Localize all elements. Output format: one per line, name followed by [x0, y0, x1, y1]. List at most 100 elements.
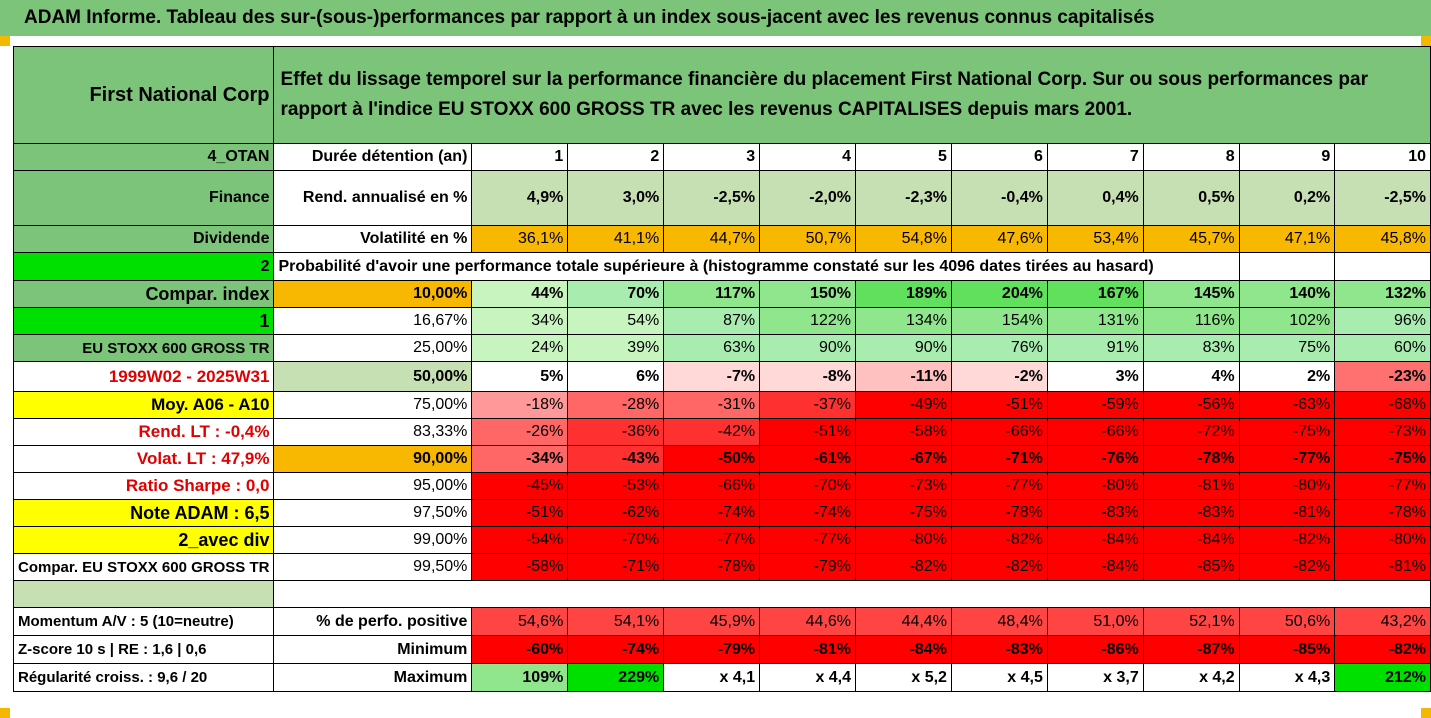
quantile-value: -58%: [471, 553, 569, 581]
quantile-value: -66%: [950, 418, 1048, 446]
volatility-value: 41,1%: [567, 225, 665, 253]
quantile-value: -42%: [663, 418, 761, 446]
quantile-value: 5%: [471, 361, 569, 392]
duration-header: 10: [1334, 143, 1431, 171]
quantile-value: -82%: [950, 526, 1048, 554]
quantile-value: -72%: [1142, 418, 1240, 446]
stat-value: x 4,1: [663, 663, 761, 692]
quantile-value: -77%: [1238, 445, 1336, 473]
quantile-value: -71%: [950, 445, 1048, 473]
quantile-value: -50%: [663, 445, 761, 473]
quantile-value: -66%: [663, 472, 761, 500]
stat-value: 48,4%: [950, 607, 1048, 636]
quantile-value: -84%: [1046, 553, 1144, 581]
quantile-value: -70%: [567, 526, 665, 554]
volatility-value: 50,7%: [759, 225, 857, 253]
quantile-percent: 50,00%: [273, 361, 473, 392]
spacer-cell: [12, 580, 275, 608]
empty-cell: [1238, 252, 1336, 281]
quantile-value: -78%: [663, 553, 761, 581]
quantile-value: -75%: [1238, 418, 1336, 446]
rend-value: -2,0%: [759, 170, 857, 226]
quantile-value: 63%: [663, 334, 761, 362]
volatility-value: 54,8%: [855, 225, 952, 253]
quantile-value: -81%: [1238, 499, 1336, 527]
quantile-value: 60%: [1334, 334, 1431, 362]
quantile-value: 122%: [759, 307, 857, 335]
quantile-value: -84%: [1046, 526, 1144, 554]
quantile-value: -78%: [1142, 445, 1240, 473]
stat-value: 54,1%: [567, 607, 665, 636]
quantile-value: -61%: [759, 445, 857, 473]
quantile-value: -36%: [567, 418, 665, 446]
table-description: Effet du lissage temporel sur la perform…: [273, 46, 1431, 144]
quantile-value: 90%: [855, 334, 952, 362]
quantile-value: 76%: [950, 334, 1048, 362]
quantile-value: -59%: [1046, 391, 1144, 419]
row-label: Volatilité en %: [273, 225, 473, 253]
row-label: Durée détention (an): [273, 143, 473, 171]
volatility-value: 36,1%: [471, 225, 569, 253]
quantile-value: -74%: [759, 499, 857, 527]
stat-value: -82%: [1334, 635, 1431, 664]
quantile-value: 6%: [567, 361, 665, 392]
quantile-value: 134%: [855, 307, 952, 335]
quantile-value: -34%: [471, 445, 569, 473]
quantile-value: -73%: [855, 472, 952, 500]
quantile-value: -56%: [1142, 391, 1240, 419]
stat-value: x 5,2: [855, 663, 952, 692]
quantile-value: -31%: [663, 391, 761, 419]
quantile-value: -51%: [471, 499, 569, 527]
stat-value: 212%: [1334, 663, 1431, 692]
stat-value: 44,6%: [759, 607, 857, 636]
duration-header: 9: [1238, 143, 1336, 171]
probability-caption: Probabilité d'avoir une performance tota…: [273, 252, 1240, 281]
spacer-cell: [273, 580, 1431, 608]
quantile-value: -80%: [1238, 472, 1336, 500]
quantile-side-label: Note ADAM : 6,5: [12, 499, 275, 527]
quantile-percent: 90,00%: [273, 445, 473, 473]
quantile-value: -76%: [1046, 445, 1144, 473]
stat-value: x 4,4: [759, 663, 857, 692]
rend-value: 0,5%: [1142, 170, 1240, 226]
empty-cell: [1334, 252, 1431, 281]
row-side-label: 4_OTAN: [12, 143, 275, 171]
stat-value: -83%: [950, 635, 1048, 664]
performance-table: First National Corp Effet du lissage tem…: [12, 46, 1431, 692]
quantile-value: -54%: [471, 526, 569, 554]
stat-value: x 4,2: [1142, 663, 1240, 692]
report-title: ADAM Informe. Tableau des sur-(sous-)per…: [24, 7, 1155, 28]
stat-value: 43,2%: [1334, 607, 1431, 636]
quantile-side-label: Rend. LT : -0,4%: [12, 418, 275, 446]
stat-value: 51,0%: [1046, 607, 1144, 636]
quantile-value: -43%: [567, 445, 665, 473]
quantile-value: -78%: [1334, 499, 1431, 527]
quantile-value: 204%: [950, 280, 1048, 308]
quantile-value: -74%: [663, 499, 761, 527]
quantile-value: -67%: [855, 445, 952, 473]
stat-value: 54,6%: [471, 607, 569, 636]
quantile-value: -70%: [759, 472, 857, 500]
quantile-value: -2%: [950, 361, 1048, 392]
stat-value: 44,4%: [855, 607, 952, 636]
quantile-value: -58%: [855, 418, 952, 446]
quantile-value: -77%: [1334, 472, 1431, 500]
quantile-side-label: Compar. index: [12, 280, 275, 308]
quantile-value: -28%: [567, 391, 665, 419]
stat-value: 50,6%: [1238, 607, 1336, 636]
quantile-side-label: Moy. A06 - A10: [12, 391, 275, 419]
stat-value: -87%: [1142, 635, 1240, 664]
quantile-value: 116%: [1142, 307, 1240, 335]
quantile-value: -82%: [855, 553, 952, 581]
report-title-bar: ADAM Informe. Tableau des sur-(sous-)per…: [0, 0, 1431, 36]
quantile-value: 87%: [663, 307, 761, 335]
quantile-value: -83%: [1046, 499, 1144, 527]
rend-value: -2,5%: [1334, 170, 1431, 226]
duration-header: 3: [663, 143, 761, 171]
quantile-side-label: Volat. LT : 47,9%: [12, 445, 275, 473]
quantile-value: 70%: [567, 280, 665, 308]
quantile-value: 145%: [1142, 280, 1240, 308]
quantile-value: -80%: [855, 526, 952, 554]
volatility-value: 45,8%: [1334, 225, 1431, 253]
quantile-value: 96%: [1334, 307, 1431, 335]
